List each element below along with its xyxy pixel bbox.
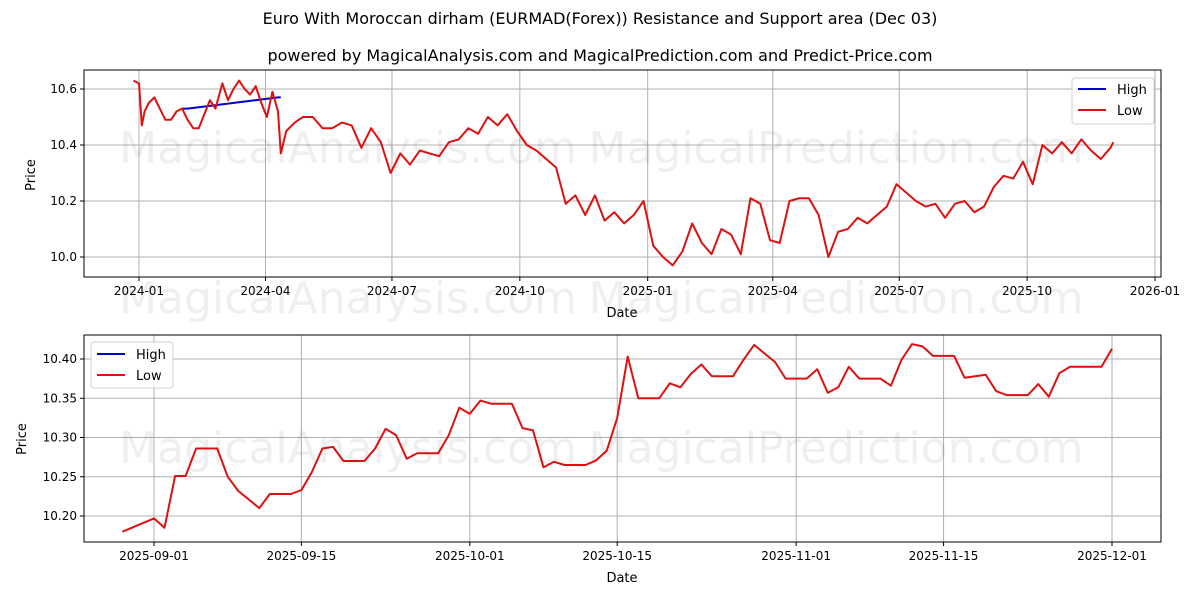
x-tick-label: 2026-01 bbox=[1130, 284, 1180, 298]
bottom-ticks: 2025-09-01 2025-09-15 2025-10-01 2025-10-15… bbox=[43, 352, 1147, 563]
chart-subtitle: powered by MagicalAnalysis.com and Magic… bbox=[267, 46, 933, 65]
y-tick-label: 10.6 bbox=[50, 82, 77, 96]
watermark-top-left: MagicalAnalysis.com bbox=[119, 123, 577, 174]
watermark-bottom: MagicalAnalysis.com MagicalPrediction.co… bbox=[119, 423, 1083, 474]
x-tick-label: 2025-04 bbox=[748, 284, 798, 298]
watermark-mid-right: MagicalPrediction.com bbox=[589, 273, 1084, 324]
x-tick-label: 2025-10-01 bbox=[435, 549, 505, 563]
watermark-top: MagicalAnalysis.com MagicalPrediction.co… bbox=[119, 123, 1083, 324]
bottom-y-axis-label: Price bbox=[15, 423, 30, 455]
x-tick-label: 2025-09-15 bbox=[267, 549, 337, 563]
x-tick-label: 2025-10 bbox=[1002, 284, 1052, 298]
watermark-mid-left: MagicalAnalysis.com bbox=[119, 273, 577, 324]
y-tick-label: 10.25 bbox=[43, 470, 77, 484]
legend-high-label: High bbox=[136, 348, 166, 363]
x-tick-label: 2025-10-15 bbox=[582, 549, 652, 563]
series-low-line bbox=[132, 79, 1115, 267]
y-tick-label: 10.20 bbox=[43, 509, 77, 523]
top-series-lines bbox=[132, 79, 1115, 267]
top-ticks: 2024-01 2024-04 2024-07 2024-10 2025-01 2025-… bbox=[50, 82, 1180, 298]
y-tick-label: 10.30 bbox=[43, 431, 77, 445]
legend-low-label: Low bbox=[1117, 104, 1143, 119]
x-tick-label: 2024-10 bbox=[495, 284, 545, 298]
y-tick-label: 10.35 bbox=[43, 391, 77, 405]
legend-high-label: High bbox=[1117, 83, 1147, 98]
x-tick-label: 2024-01 bbox=[114, 284, 164, 298]
bottom-chart: MagicalAnalysis.com MagicalPrediction.co… bbox=[15, 334, 1162, 586]
x-tick-label: 2025-11-01 bbox=[761, 549, 831, 563]
top-legend: High Low bbox=[1071, 77, 1155, 125]
x-tick-label: 2025-01 bbox=[623, 284, 673, 298]
y-tick-label: 10.40 bbox=[43, 352, 77, 366]
y-tick-label: 10.0 bbox=[50, 250, 77, 264]
series-high-line bbox=[182, 96, 281, 110]
legend-low-label: Low bbox=[136, 369, 162, 384]
x-tick-label: 2025-09-01 bbox=[119, 549, 189, 563]
x-tick-label: 2025-07 bbox=[874, 284, 924, 298]
chart-title: Euro With Moroccan dirham (EURMAD(Forex)… bbox=[262, 9, 938, 28]
top-chart: MagicalAnalysis.com MagicalPrediction.co… bbox=[24, 69, 1180, 324]
x-tick-label: 2025-12-01 bbox=[1077, 549, 1147, 563]
x-tick-label: 2024-04 bbox=[240, 284, 290, 298]
watermark-bottom-left: MagicalAnalysis.com bbox=[119, 423, 577, 474]
watermark-bottom-right: MagicalPrediction.com bbox=[589, 423, 1084, 474]
y-tick-label: 10.4 bbox=[50, 138, 77, 152]
bottom-series-lines bbox=[122, 343, 1113, 533]
y-tick-label: 10.2 bbox=[50, 194, 77, 208]
top-y-axis-label: Price bbox=[24, 159, 39, 191]
bottom-legend: High Low bbox=[90, 341, 174, 389]
x-tick-label: 2024-07 bbox=[367, 284, 417, 298]
series-low-line bbox=[122, 343, 1113, 533]
watermark-top-right: MagicalPrediction.com bbox=[589, 123, 1084, 174]
x-tick-label: 2025-11-15 bbox=[909, 549, 979, 563]
top-x-axis-label: Date bbox=[606, 306, 637, 321]
bottom-x-axis-label: Date bbox=[606, 571, 637, 586]
